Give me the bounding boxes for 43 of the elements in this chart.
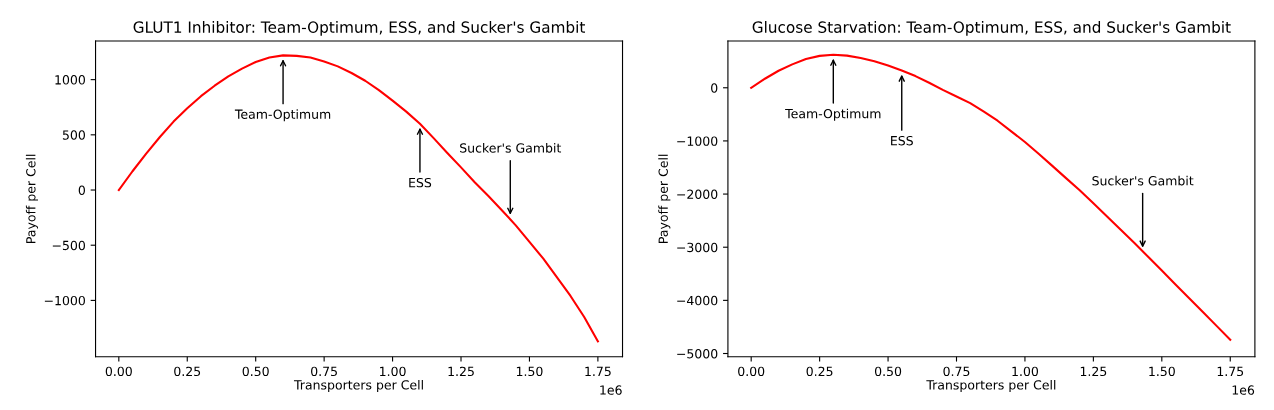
y-tick-label: −3000 (677, 242, 718, 253)
y-tick-label: −4000 (677, 295, 718, 306)
y-tick-label: 500 (62, 130, 85, 140)
x-tick-label: 0.50 (242, 366, 269, 377)
x-axis-title: Transporters per Cell (926, 379, 1056, 393)
y-tick-label: −500 (52, 240, 85, 251)
chart-title: GLUT1 Inhibitor: Team-Optimum, ESS, and Sucker's Gambit (133, 21, 586, 36)
chart-title: Glucose Starvation: Team-Optimum, ESS, and Sucker's Gambit (752, 21, 1231, 36)
x-tick-label: 0.00 (738, 366, 765, 377)
annotation: Team-Optimum (785, 108, 881, 121)
x-tick-label: 1.75 (585, 366, 611, 377)
x-tick-label: 1.75 (1217, 366, 1244, 377)
text: 1e6 (1232, 385, 1255, 395)
y-axis-title: Payoff per Cell (658, 154, 671, 243)
x-tick-label: 1.25 (448, 366, 474, 377)
annotation: Sucker's Gambit (1092, 175, 1194, 186)
y-tick-label: 1000 (55, 75, 85, 85)
x-tick-label: 1.50 (1149, 366, 1175, 377)
annotation: Team-Optimum (234, 109, 331, 122)
x-tick-label: 0.25 (174, 366, 201, 377)
y-tick-label: −2000 (677, 189, 718, 199)
x-tick-label: 0.25 (806, 366, 833, 377)
x-tick-label: 1.00 (1012, 366, 1039, 377)
line-series (117, 54, 599, 343)
y-tick-label: 0 (711, 83, 718, 93)
x-tick-label: 0.75 (943, 366, 970, 377)
x-tick-label: 1.50 (516, 366, 543, 377)
y-tick-label: −1000 (677, 136, 718, 146)
annotation: ESS (891, 135, 913, 146)
text: 1e6 (600, 385, 622, 395)
x-tick-label: 0.00 (105, 366, 132, 377)
x-tick-label: 1.00 (380, 366, 406, 377)
y-axis-title: Payoff per Cell (25, 154, 38, 243)
x-tick-label: 1.25 (1080, 366, 1107, 377)
y-tick-label: 0 (78, 185, 85, 195)
line-series (750, 53, 1232, 341)
y-tick-label: −5000 (677, 348, 718, 359)
x-tick-label: 0.75 (311, 366, 337, 377)
annotation: Sucker's Gambit (460, 143, 562, 153)
x-axis-title: Transporters per Cell (293, 379, 423, 393)
annotation: ESS (409, 177, 432, 188)
x-tick-label: 0.50 (874, 366, 902, 377)
y-tick-label: −1000 (44, 295, 85, 306)
